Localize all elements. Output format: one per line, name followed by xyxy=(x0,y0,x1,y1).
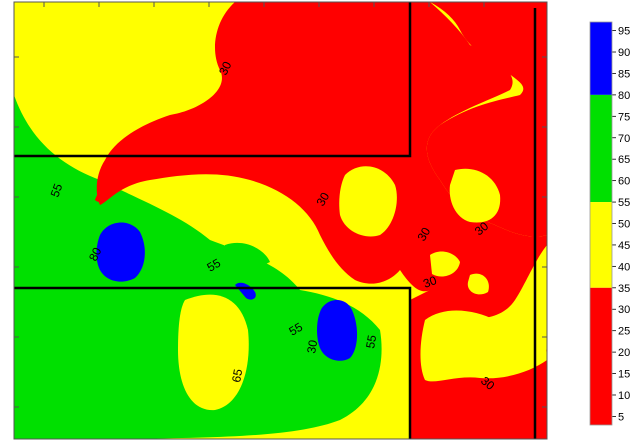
boundary-middle xyxy=(14,286,412,439)
legend-tick-label: 70 xyxy=(618,133,630,145)
legend-tick-label: 90 xyxy=(618,47,630,59)
contour-label-center-1: 55 xyxy=(205,256,224,275)
boundary-north-south xyxy=(14,2,412,158)
yellow-lens-bottom xyxy=(178,294,249,411)
contour-label-blue-center: 30 xyxy=(304,339,320,355)
legend-band-35-55 xyxy=(590,202,612,288)
blue-region-west xyxy=(96,222,145,282)
map-frame-ticks xyxy=(14,2,547,408)
legend-tick-label: 10 xyxy=(618,390,630,402)
contour-label-right-1: 30 xyxy=(414,225,433,244)
legend-tick-label: 65 xyxy=(618,154,630,166)
contour-label-top: 30 xyxy=(216,59,234,77)
legend-tick-label: 15 xyxy=(618,369,630,381)
legend-color-bands xyxy=(590,22,612,425)
contour-label-blue-left: 80 xyxy=(86,245,104,263)
yellow-pocket-right-1 xyxy=(430,251,460,277)
legend-tick-label: 85 xyxy=(618,68,630,80)
legend-tick-label: 40 xyxy=(618,261,630,273)
legend-tick-label: 5 xyxy=(618,411,624,423)
legend-tick-label: 75 xyxy=(618,111,630,123)
legend-tick-labels: 95 90 85 80 75 70 65 60 55 50 45 40 35 30 25 20 15 10 5 xyxy=(612,26,630,423)
legend-tick-label: 20 xyxy=(618,347,630,359)
legend-band-55-80 xyxy=(590,94,612,203)
contour-label-left: 55 xyxy=(48,181,66,199)
blue-region-center xyxy=(317,300,358,361)
legend-bar-outline xyxy=(589,21,613,426)
legend-tick-label: 80 xyxy=(618,90,630,102)
legend-tick-label: 45 xyxy=(618,240,630,252)
red-sliver-west xyxy=(95,183,118,202)
legend-tick-label: 30 xyxy=(618,304,630,316)
legend-tick-label: 25 xyxy=(618,326,630,338)
contour-label-mid-right: 30 xyxy=(313,190,332,209)
legend-tick-label: 60 xyxy=(618,176,630,188)
contour-label-center-3: 55 xyxy=(363,334,379,350)
legend-band-3-35 xyxy=(590,287,612,425)
legend-tick-label: 35 xyxy=(618,283,630,295)
yellow-pocket-south-east xyxy=(420,310,547,382)
map-area xyxy=(13,1,548,440)
yellow-pocket-east-2 xyxy=(449,168,501,223)
legend-tick-label: 55 xyxy=(618,197,630,209)
contour-label-right-3: 30 xyxy=(421,273,439,291)
contour-label-center-2: 55 xyxy=(287,320,306,339)
legend-band-80-97 xyxy=(590,22,612,95)
legend-tick-label: 50 xyxy=(618,219,630,231)
contour-label-bottom: 65 xyxy=(229,368,245,384)
green-region-west xyxy=(14,95,382,439)
green-patch-center xyxy=(225,242,270,267)
map-frame xyxy=(13,1,548,440)
color-legend: 95 90 85 80 75 70 65 60 55 50 45 40 35 30 25 20 15 10 5 xyxy=(589,21,630,426)
legend-tick-label: 95 xyxy=(618,26,630,38)
yellow-pocket-east xyxy=(339,166,397,237)
yellow-pocket-right-2 xyxy=(467,273,489,295)
